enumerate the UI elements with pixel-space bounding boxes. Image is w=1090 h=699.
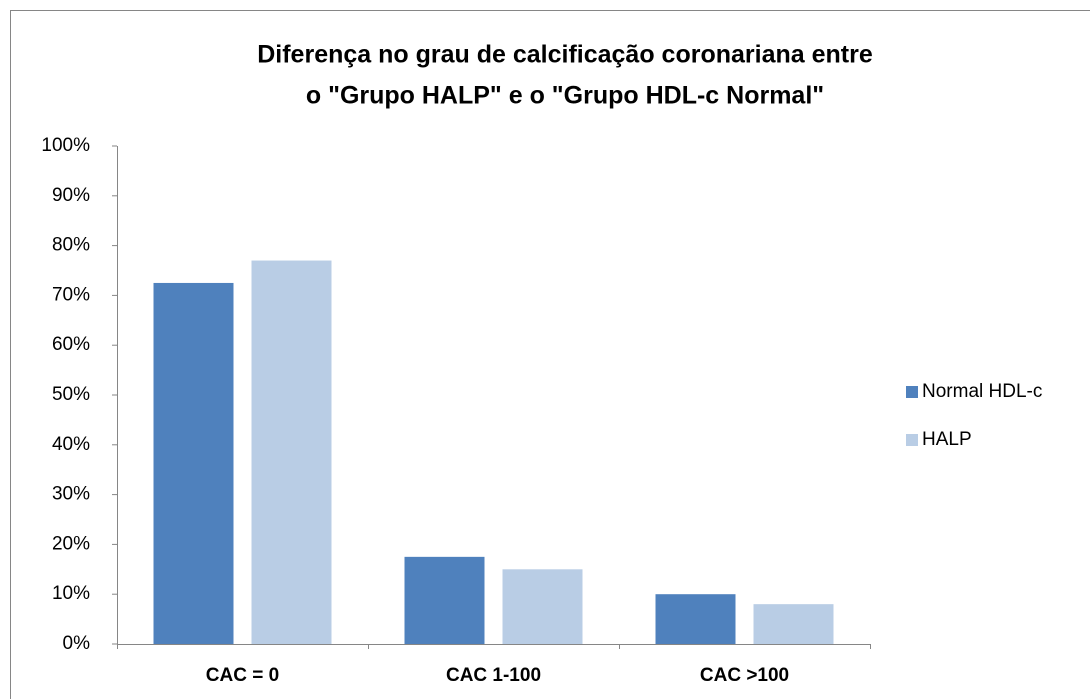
chart-title: o "Grupo HALP" e o "Grupo HDL-c Normal" (306, 82, 824, 110)
y-tick-label: 10% (52, 583, 90, 604)
y-tick-label: 0% (63, 633, 91, 654)
legend-label: HALP (922, 429, 972, 450)
bar (251, 260, 332, 644)
bar (753, 604, 834, 644)
y-tick-label: 20% (52, 533, 90, 554)
chart-title: Diferença no grau de calcificação corona… (257, 41, 873, 69)
y-tick-label: 40% (52, 434, 90, 455)
legend-swatch (906, 434, 918, 446)
x-tick-label: CAC = 0 (206, 665, 279, 686)
y-tick-label: 90% (52, 185, 90, 206)
y-tick-label: 70% (52, 284, 90, 305)
y-tick-label: 50% (52, 384, 90, 405)
bar (153, 282, 234, 644)
chart-border (10, 10, 1090, 699)
y-tick-label: 100% (41, 135, 90, 156)
y-tick-label: 30% (52, 484, 90, 505)
legend-label: Normal HDL-c (922, 381, 1042, 402)
bar (502, 569, 583, 644)
y-tick-label: 80% (52, 235, 90, 256)
bar (404, 556, 485, 644)
bar (655, 594, 736, 644)
legend-swatch (906, 386, 918, 398)
y-tick-label: 60% (52, 334, 90, 355)
x-tick-label: CAC >100 (700, 665, 789, 686)
x-tick-label: CAC 1-100 (446, 665, 541, 686)
